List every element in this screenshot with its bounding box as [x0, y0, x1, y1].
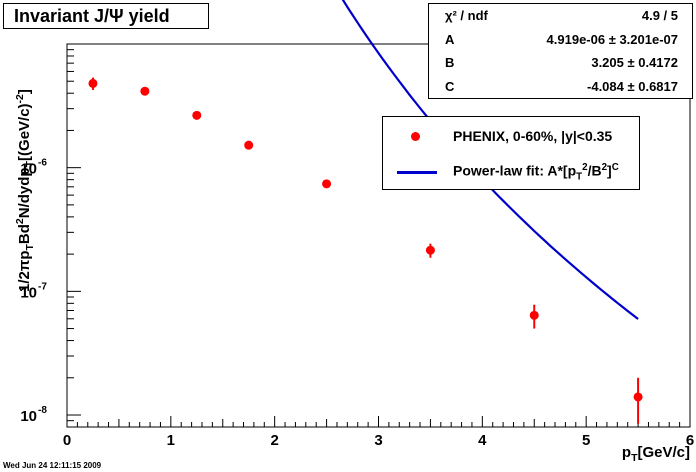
stats-label: C: [445, 78, 455, 94]
legend-label: PHENIX, 0-60%, |y|<0.35: [453, 128, 613, 144]
x-tick-label: 0: [63, 432, 71, 449]
legend-marker-line: [397, 171, 437, 174]
stats-row-a: A 4.919e-06 ± 3.201e-07: [429, 28, 692, 52]
x-tick-label: 4: [478, 432, 487, 449]
plot-frame: [66, 43, 691, 428]
stats-label: χ² / ndf: [445, 8, 488, 23]
fit-statistics-box: χ² / ndf 4.9 / 5 A 4.919e-06 ± 3.201e-07…: [428, 3, 693, 99]
y-tick-exponent: -8: [38, 405, 47, 416]
x-tick-label: 2: [270, 432, 278, 449]
stats-value: 4.9 / 5: [641, 8, 678, 23]
x-tick-label: 1: [167, 432, 175, 449]
data-point: [88, 78, 98, 88]
data-points-layer: [88, 77, 643, 424]
data-point: [633, 392, 643, 402]
x-axis-label: pT[GeV/c]: [621, 444, 690, 464]
data-point: [140, 86, 150, 96]
fit-layer: [341, 0, 639, 320]
timestamp: Wed Jun 24 12:11:15 2009: [3, 461, 102, 470]
y-tick-exponent: -6: [38, 158, 47, 169]
y-tick-label: 10: [20, 161, 37, 178]
stats-row-chi2: χ² / ndf 4.9 / 5: [429, 4, 692, 28]
fit-curve-line: [341, 0, 639, 320]
chart-title: Invariant J/Ψ yield: [3, 3, 209, 29]
stats-label: B: [445, 55, 455, 70]
data-point: [244, 140, 254, 150]
y-axis: 10-810-710-6: [20, 43, 81, 428]
x-tick-label: 3: [374, 432, 382, 449]
legend-label: Power-law fit: A*[pT2/B2]C: [453, 162, 619, 183]
legend-entry-fit: Power-law fit: A*[pT2/B2]C: [383, 155, 639, 185]
y-tick-label: 10: [20, 284, 37, 301]
stats-value: -4.084 ± 0.6817: [587, 78, 678, 94]
x-axis: 0 1 2 3 4 5 6: [63, 416, 694, 449]
legend-entry-data: PHENIX, 0-60%, |y|<0.35: [383, 121, 639, 151]
data-point: [529, 310, 539, 320]
y-tick-label: 10: [20, 408, 37, 425]
legend: PHENIX, 0-60%, |y|<0.35 Power-law fit: A…: [382, 116, 640, 190]
data-point: [192, 110, 202, 120]
stats-value: 3.205 ± 0.4172: [591, 55, 678, 70]
stats-value: 4.919e-06 ± 3.201e-07: [546, 31, 678, 47]
data-point: [425, 245, 435, 255]
x-tick-label: 6: [686, 432, 694, 449]
x-tick-label: 5: [582, 432, 590, 449]
stats-row-b: B 3.205 ± 0.4172: [429, 51, 692, 75]
stats-label: A: [445, 31, 455, 47]
y-tick-exponent: -7: [38, 281, 47, 292]
y-axis-label: 1/2πpTBd2N/dydpT[(GeV/c)-2]: [14, 89, 36, 292]
stats-row-c: C -4.084 ± 0.6817: [429, 75, 692, 99]
legend-marker-dot: [411, 132, 420, 141]
data-point: [322, 179, 332, 189]
